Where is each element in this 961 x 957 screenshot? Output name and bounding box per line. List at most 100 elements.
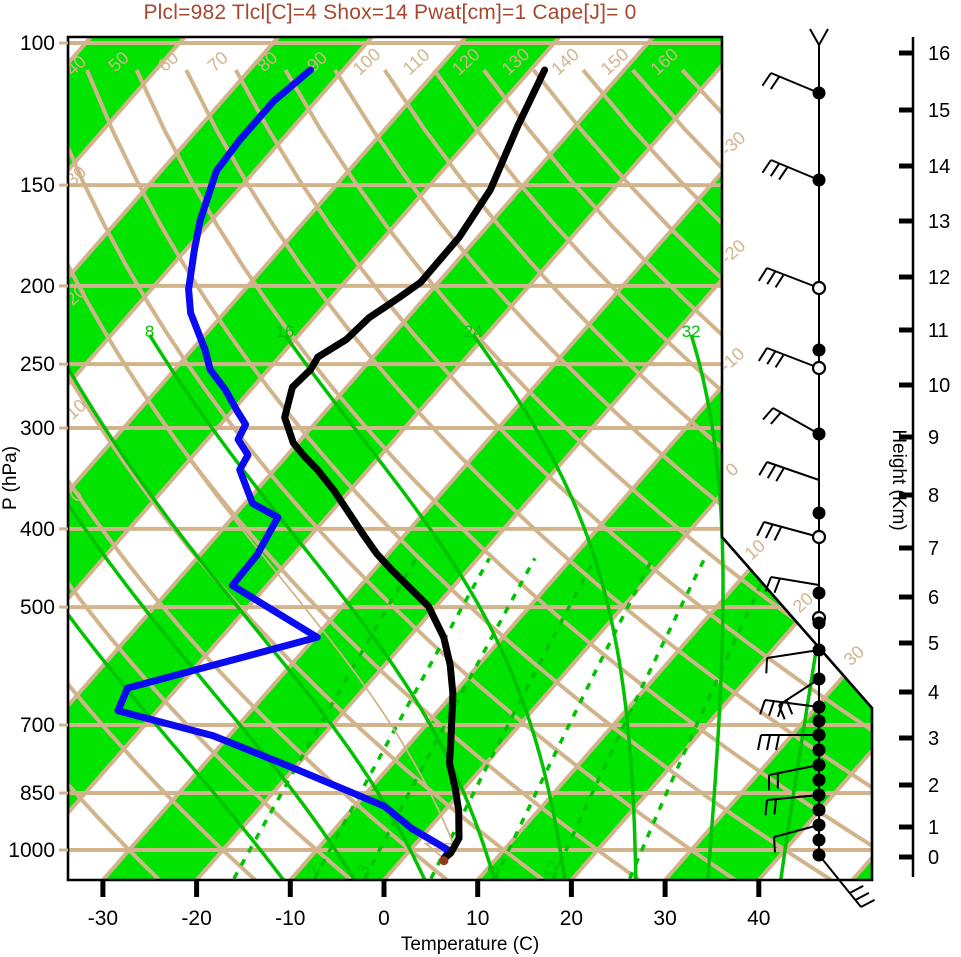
isotherm-line bbox=[68, 37, 469, 880]
height-tick-label: 4 bbox=[928, 682, 939, 704]
pressure-tick-label: 100 bbox=[20, 32, 55, 55]
wind-barb-feather bbox=[764, 523, 774, 539]
wind-barb-feather bbox=[773, 578, 781, 594]
wind-level-dot bbox=[812, 848, 826, 862]
isotherm-line bbox=[97, 37, 844, 880]
wind-barb-feather bbox=[757, 734, 762, 751]
pressure-axis-title: P (hPa) bbox=[0, 446, 21, 510]
wind-level-dot bbox=[812, 427, 826, 441]
height-tick-label: 3 bbox=[928, 728, 939, 750]
wind-level-dot bbox=[812, 818, 826, 832]
wind-barb-shaft bbox=[763, 521, 820, 538]
height-tick-label: 14 bbox=[928, 156, 950, 178]
height-axis-title: Height (Km) bbox=[888, 429, 909, 530]
wind-barb-feather bbox=[769, 162, 781, 177]
wind-barb-feather bbox=[759, 699, 766, 715]
wind-level-dot bbox=[812, 672, 826, 686]
wind-barb-shaft bbox=[772, 407, 820, 435]
wind-barb-feather bbox=[764, 799, 768, 816]
dry-adiabat-line bbox=[68, 69, 257, 880]
height-tick-label: 15 bbox=[928, 100, 950, 122]
dry-adiabat-line bbox=[85, 69, 832, 880]
isotherm-right-label: 30 bbox=[840, 641, 868, 669]
height-tick-label: 9 bbox=[928, 427, 939, 449]
wind-level-dot bbox=[812, 788, 826, 802]
dry-adiabat-line bbox=[234, 69, 872, 880]
dry-adiabat-line bbox=[68, 69, 449, 880]
wind-level-dot bbox=[812, 758, 826, 772]
surface-point-marker bbox=[439, 856, 449, 866]
wind-barb-feather bbox=[775, 467, 785, 482]
mixing-ratio-line bbox=[429, 557, 597, 880]
wind-level-dot bbox=[812, 343, 826, 357]
moist-adiabat-line bbox=[689, 334, 725, 880]
isotherm-line bbox=[659, 37, 872, 880]
wind-level-circle bbox=[811, 529, 827, 545]
dry-adiabat-line bbox=[184, 69, 872, 880]
dry-adiabat-line bbox=[382, 68, 872, 880]
pressure-tick-label: 250 bbox=[20, 353, 55, 376]
temp-tick-label: 40 bbox=[747, 907, 770, 930]
wind-barb-shaft bbox=[766, 461, 820, 481]
pressure-tick-label: 700 bbox=[20, 714, 55, 737]
wind-barb-feather bbox=[773, 799, 777, 815]
temperature-curve bbox=[281, 66, 549, 863]
moist-adiabat-line bbox=[471, 333, 638, 880]
wind-barb-shaft bbox=[764, 699, 820, 708]
dewpoint-curve bbox=[114, 66, 453, 863]
isotherm-line bbox=[284, 37, 872, 880]
plot-frame bbox=[66, 35, 874, 882]
pressure-tick-label: 150 bbox=[20, 174, 55, 197]
moist-adiabat-line bbox=[68, 334, 427, 880]
wind-barb-feather bbox=[766, 270, 777, 285]
wind-barb-feather bbox=[778, 704, 786, 720]
pressure-tick-label: 400 bbox=[20, 518, 55, 541]
wind-barb-feather bbox=[774, 273, 785, 288]
dry-adiabat-top-label: 140 bbox=[547, 44, 583, 79]
temp-axis-title: Temperature (C) bbox=[401, 934, 539, 955]
dry-adiabat-line bbox=[68, 69, 544, 880]
dry-adiabat-line bbox=[68, 69, 161, 880]
pressure-tick-label: 500 bbox=[20, 596, 55, 619]
mixing-ratio-line bbox=[628, 557, 775, 880]
wind-barb-shaft bbox=[766, 267, 820, 289]
wind-barb-feather bbox=[854, 892, 870, 901]
wind-barb-feather bbox=[775, 734, 780, 751]
wind-level-dot bbox=[812, 803, 826, 817]
temp-tick-label: 0 bbox=[378, 907, 390, 930]
height-tick-label: 7 bbox=[928, 538, 939, 560]
wind-barb-feather bbox=[776, 701, 784, 718]
pressure-tick-label: 300 bbox=[20, 417, 55, 440]
wind-level-dot bbox=[812, 173, 826, 187]
isotherm-line bbox=[68, 37, 376, 880]
dry-adiabat-top-label: 70 bbox=[204, 47, 232, 75]
isotherm-line bbox=[68, 37, 282, 880]
wind-barb-feather bbox=[758, 461, 768, 476]
height-tick-label: 0 bbox=[928, 847, 939, 869]
dry-adiabat-top-label: 110 bbox=[399, 45, 434, 79]
height-tick-label: 6 bbox=[928, 587, 939, 609]
pressure-tick-label: 850 bbox=[20, 782, 55, 805]
wind-barb-shaft bbox=[770, 159, 820, 181]
wind-barb-feather bbox=[762, 407, 774, 421]
green-band bbox=[473, 37, 872, 880]
wind-barb-feather bbox=[764, 576, 772, 592]
isotherm-right-label: 10 bbox=[741, 535, 769, 563]
wind-barb-feather bbox=[765, 657, 768, 674]
moist-adiabat-label: 16 bbox=[275, 322, 294, 341]
wind-barb-feather bbox=[757, 347, 768, 362]
wind-level-dot bbox=[812, 86, 826, 100]
wind-level-dot bbox=[812, 833, 826, 847]
wind-barb-feather bbox=[769, 75, 781, 90]
wind-barb-shaft bbox=[778, 678, 820, 706]
wind-barb-feather bbox=[768, 700, 775, 716]
mixing-ratio-line bbox=[551, 557, 707, 880]
wind-barb-feather bbox=[766, 350, 777, 365]
wind-level-circle bbox=[811, 360, 827, 376]
pressure-tick-label: 1000 bbox=[8, 839, 55, 862]
wind-barb-shaft bbox=[766, 347, 820, 369]
height-tick-label: 1 bbox=[928, 817, 939, 839]
